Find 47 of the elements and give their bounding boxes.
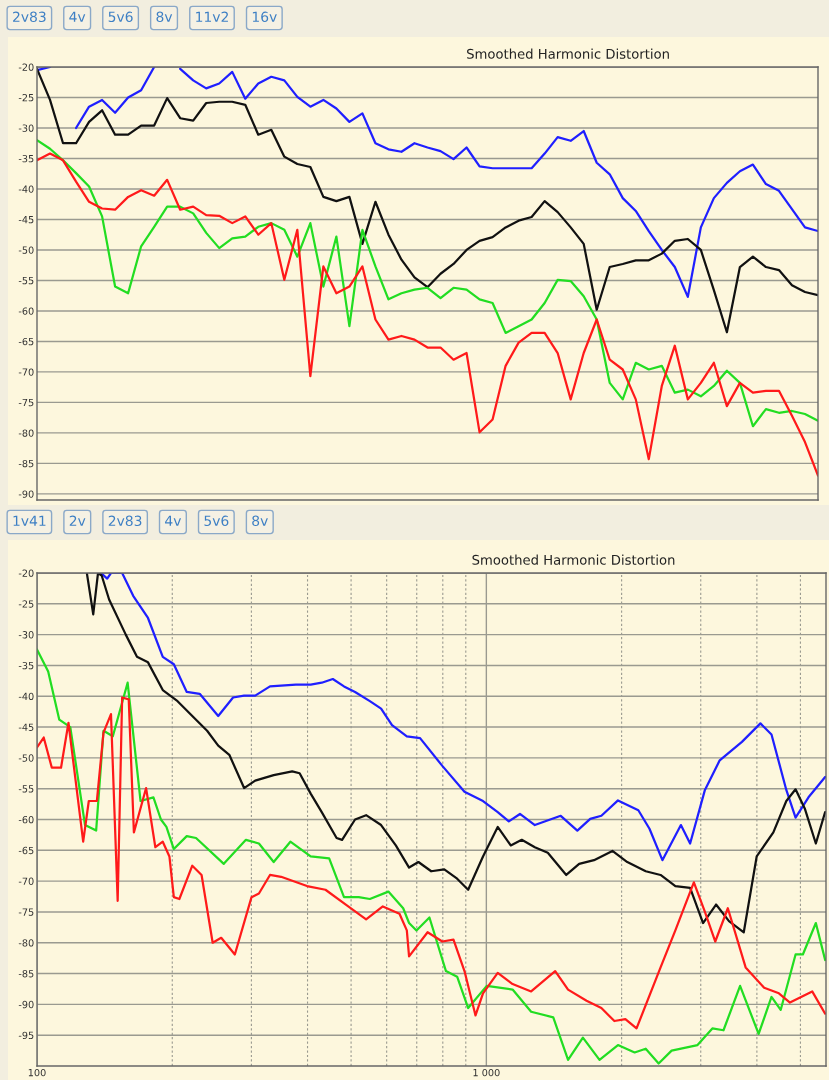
text: 2v83 <box>13 11 46 23</box>
y-tick-label: -90 <box>18 490 34 498</box>
y-tick-label: -50 <box>18 754 34 762</box>
x-tick-label: 1 000 <box>473 1068 500 1077</box>
text: 8v <box>252 515 268 527</box>
chart-title: Smoothed Harmonic Distortion <box>467 48 669 59</box>
y-tick-label: -45 <box>18 723 34 731</box>
y-tick-label: -50 <box>18 246 34 254</box>
y-tick-label: -45 <box>18 216 34 224</box>
text: 16v <box>252 11 277 23</box>
y-tick-label: -95 <box>18 1031 34 1040</box>
y-tick-label: -65 <box>18 846 34 855</box>
y-tick-label: -70 <box>18 368 34 376</box>
y-tick-label: -30 <box>18 631 34 639</box>
x-tick-label: 100 <box>28 1068 46 1077</box>
text: 4v <box>165 515 182 526</box>
text: 11v2 <box>196 11 228 22</box>
text: 2v83 <box>108 515 142 527</box>
y-tick-label: -85 <box>18 459 34 468</box>
y-tick-label: -30 <box>18 124 34 132</box>
y-tick-label: -60 <box>18 307 34 315</box>
text: 2v <box>69 515 86 526</box>
y-tick-label: -80 <box>18 939 34 947</box>
y-tick-label: -25 <box>18 93 34 102</box>
text: 5v6 <box>204 515 229 527</box>
y-tick-label: -55 <box>18 785 34 793</box>
y-tick-label: -60 <box>18 815 34 824</box>
y-tick-label: -75 <box>18 908 34 916</box>
y-tick-label: -75 <box>18 399 34 407</box>
text: 8v <box>156 11 173 23</box>
y-tick-label: -40 <box>18 692 34 701</box>
chart-title: Smoothed Harmonic Distortion <box>472 554 675 565</box>
y-tick-label: -20 <box>18 569 34 577</box>
y-tick-label: -35 <box>18 154 34 163</box>
text: 5v6 <box>108 11 133 23</box>
text: 4v <box>69 11 86 22</box>
y-tick-label: -20 <box>18 63 34 71</box>
y-tick-label: -90 <box>18 1000 34 1009</box>
y-tick-label: -35 <box>18 661 34 670</box>
y-tick-label: -85 <box>18 970 34 978</box>
y-tick-label: -40 <box>18 185 34 193</box>
y-tick-label: -25 <box>18 600 34 608</box>
y-tick-label: -55 <box>18 277 34 285</box>
text: 1v41 <box>13 515 46 526</box>
y-tick-label: -70 <box>18 877 34 885</box>
y-tick-label: -65 <box>18 337 34 346</box>
y-tick-label: -80 <box>18 429 34 437</box>
